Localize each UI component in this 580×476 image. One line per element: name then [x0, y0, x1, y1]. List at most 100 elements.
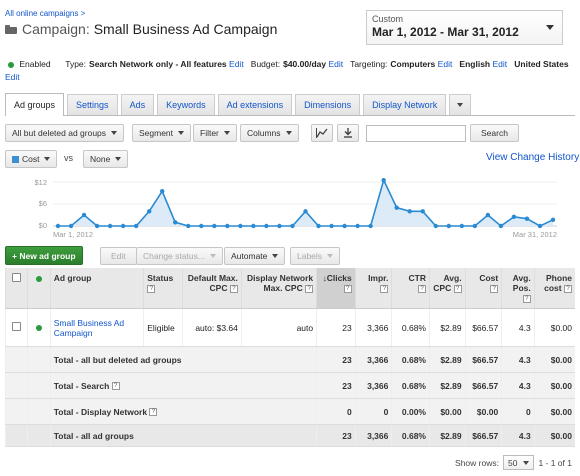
help-icon[interactable]: ?: [490, 284, 499, 293]
help-icon[interactable]: ?: [564, 284, 572, 293]
col-default-cpc[interactable]: Default Max. CPC ?: [181, 268, 242, 309]
data-point[interactable]: [446, 223, 451, 229]
edit-language-link[interactable]: Edit: [492, 59, 508, 69]
data-point[interactable]: [511, 214, 517, 220]
data-point[interactable]: [537, 223, 543, 229]
data-point[interactable]: [394, 205, 399, 210]
col-ctr[interactable]: CTR?: [391, 268, 430, 309]
metric1-dropdown[interactable]: Cost: [5, 150, 58, 168]
default-cpc-cell[interactable]: auto: $3.64: [181, 308, 242, 347]
data-point[interactable]: [94, 223, 100, 229]
data-point[interactable]: [277, 223, 282, 229]
data-point[interactable]: [146, 209, 152, 214]
tab-display-network[interactable]: Display Network: [363, 94, 447, 115]
data-point[interactable]: [81, 212, 87, 218]
data-point[interactable]: [368, 223, 373, 229]
help-icon[interactable]: ?: [147, 284, 156, 293]
segment-dropdown[interactable]: Segment: [132, 124, 192, 142]
row-checkbox[interactable]: [12, 322, 22, 331]
data-point[interactable]: [342, 223, 347, 229]
col-phone-cost[interactable]: Phone cost ?: [533, 268, 575, 309]
data-point[interactable]: [355, 223, 360, 229]
data-point[interactable]: [472, 223, 478, 229]
data-point[interactable]: [290, 223, 295, 229]
col-ad-group[interactable]: Ad group: [49, 268, 144, 309]
help-icon[interactable]: ?: [229, 284, 238, 293]
rows-per-page-select[interactable]: 50: [502, 455, 535, 470]
data-point[interactable]: [264, 223, 269, 229]
data-point[interactable]: [133, 223, 139, 229]
search-button[interactable]: Search: [470, 124, 519, 142]
data-point[interactable]: [303, 209, 308, 214]
data-point[interactable]: [225, 223, 230, 229]
help-icon[interactable]: ?: [111, 382, 120, 391]
labels-dropdown[interactable]: Labels: [290, 247, 341, 265]
data-point[interactable]: [55, 223, 61, 229]
tab-ad-extensions[interactable]: Ad extensions: [217, 94, 293, 115]
data-point[interactable]: [160, 188, 165, 194]
tab-keywords[interactable]: Keywords: [157, 94, 215, 115]
tab-ads[interactable]: Ads: [120, 94, 155, 115]
data-point[interactable]: [381, 177, 386, 183]
help-icon[interactable]: ?: [149, 408, 158, 417]
data-point[interactable]: [238, 223, 243, 229]
date-range-selector[interactable]: Custom Mar 1, 2012 - Mar 31, 2012: [366, 10, 563, 45]
data-point[interactable]: [107, 223, 113, 229]
data-point[interactable]: [407, 209, 412, 214]
help-icon[interactable]: ?: [343, 284, 352, 293]
status-dot-icon[interactable]: [36, 325, 43, 332]
tab-settings[interactable]: Settings: [67, 94, 118, 115]
metric2-dropdown[interactable]: None: [83, 150, 129, 168]
col-impr[interactable]: Impr.?: [354, 268, 392, 309]
col-status[interactable]: Status?: [143, 268, 183, 309]
data-point[interactable]: [550, 217, 556, 222]
edit-type-link[interactable]: Edit: [229, 59, 244, 69]
col-display-cpc[interactable]: Display Network Max. CPC ?: [240, 268, 317, 309]
data-point[interactable]: [420, 209, 425, 214]
help-icon[interactable]: ?: [453, 284, 462, 293]
display-cpc-cell[interactable]: auto: [240, 308, 317, 347]
edit-location-link[interactable]: Edit: [5, 72, 20, 82]
col-clicks[interactable]: ↓Clicks?: [316, 268, 356, 309]
data-point[interactable]: [120, 223, 126, 229]
view-filter-dropdown[interactable]: All but deleted ad groups: [5, 124, 125, 142]
data-point[interactable]: [212, 223, 217, 229]
col-avg-cpc[interactable]: Avg. CPC ?: [429, 268, 466, 309]
help-icon[interactable]: ?: [522, 294, 531, 303]
search-input[interactable]: [366, 125, 466, 142]
breadcrumb-all-campaigns[interactable]: All online campaigns >: [5, 9, 86, 18]
data-point[interactable]: [524, 216, 530, 221]
download-button[interactable]: [337, 124, 359, 142]
edit-budget-link[interactable]: Edit: [328, 59, 344, 69]
col-avg-pos[interactable]: Avg. Pos. ?: [501, 268, 535, 309]
select-all-checkbox[interactable]: [12, 273, 22, 282]
data-point[interactable]: [199, 223, 204, 229]
help-icon[interactable]: ?: [380, 284, 389, 293]
data-point[interactable]: [485, 212, 491, 218]
data-point[interactable]: [173, 220, 178, 225]
automate-dropdown[interactable]: Automate: [224, 247, 286, 265]
tab-ad-groups[interactable]: Ad groups: [5, 93, 65, 116]
view-change-history-link[interactable]: View Change History: [486, 152, 580, 163]
ad-group-link[interactable]: Small Business Ad Campaign: [53, 317, 125, 338]
data-point[interactable]: [68, 223, 74, 229]
help-icon[interactable]: ?: [305, 284, 314, 293]
data-point[interactable]: [459, 223, 465, 229]
change-status-dropdown[interactable]: Change status...: [136, 247, 223, 265]
data-point[interactable]: [316, 223, 321, 229]
data-point[interactable]: [186, 223, 191, 229]
more-tabs-button[interactable]: [449, 94, 472, 115]
data-point[interactable]: [433, 223, 438, 229]
data-point[interactable]: [251, 223, 256, 229]
chart-toggle-button[interactable]: [311, 124, 333, 142]
data-point[interactable]: [498, 223, 504, 229]
help-icon[interactable]: ?: [418, 284, 426, 293]
edit-button[interactable]: Edit: [100, 247, 137, 265]
tab-dimensions[interactable]: Dimensions: [295, 94, 361, 115]
filter-dropdown[interactable]: Filter: [193, 124, 237, 142]
columns-dropdown[interactable]: Columns: [240, 124, 299, 142]
col-cost[interactable]: Cost?: [464, 268, 502, 309]
data-point[interactable]: [329, 223, 334, 229]
edit-targeting-link[interactable]: Edit: [437, 59, 453, 69]
new-ad-group-button[interactable]: + New ad group: [5, 246, 83, 265]
